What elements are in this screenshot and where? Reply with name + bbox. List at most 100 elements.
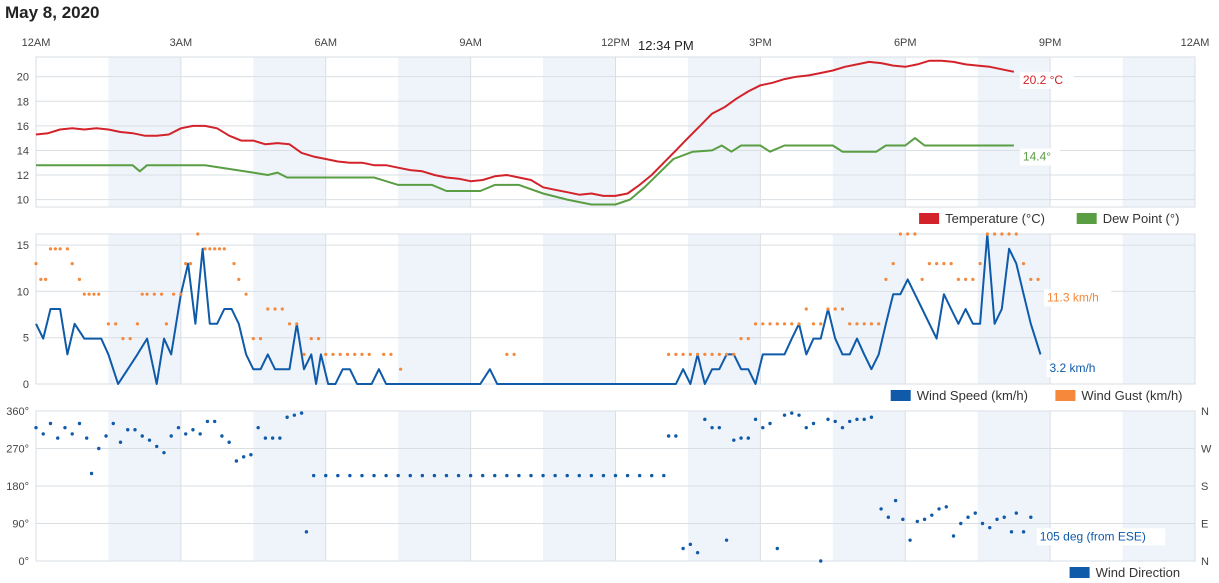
wind_direction-point [625, 473, 630, 478]
wind_direction-point [408, 473, 412, 478]
wind_gust-point [237, 277, 241, 281]
wind_gust-point [906, 232, 910, 236]
wind_direction-point [140, 434, 144, 438]
wind_direction-point [819, 559, 823, 563]
wind_direction-point [601, 473, 606, 478]
wind_gust-point [1007, 232, 1011, 236]
wind_gust-point [172, 292, 176, 296]
wind_gust-point [761, 322, 765, 326]
wind_direction-point [879, 507, 883, 511]
wind_direction-point [34, 425, 38, 430]
x-tick-label: 6PM [894, 37, 917, 49]
wind_gust-point [833, 307, 837, 311]
temperature-panel: 10 12 14 16 18 20 20.2 °C 14.4° 12:34 PM Dew Poin… [17, 36, 1196, 226]
x-tick-label: 9PM [1039, 37, 1062, 49]
wind_gust-point [732, 352, 736, 356]
y-tick-label: 5 [23, 333, 29, 345]
hour-band [398, 234, 471, 384]
wind_direction-point [826, 417, 830, 422]
wind_gust-point [353, 352, 357, 356]
wind_gust-point [746, 337, 750, 341]
wind_direction-point [480, 473, 485, 478]
x-tick-label: 6AM [314, 37, 337, 49]
y-tick-label: 90° [12, 519, 29, 531]
wind_gust-point [775, 322, 779, 326]
wind_gust-point [942, 262, 946, 266]
wind_direction-point [263, 436, 268, 440]
wind_direction-point [468, 473, 473, 478]
wind_direction-point [97, 446, 101, 451]
wind_direction-point [1002, 515, 1006, 519]
wind_direction-point [855, 417, 859, 422]
y-tick-label: 270° [6, 444, 29, 456]
wind_direction-point [695, 550, 700, 555]
wind_direction-panel: 0° N 90° E 180° S 270° W 360° N 105 deg (from ESE)… [6, 406, 1212, 580]
wind_direction-point [577, 473, 581, 478]
wind_gust-point [159, 292, 164, 296]
wind_gust-point [87, 292, 91, 296]
wind_direction-point [703, 417, 707, 422]
wind_direction-point [944, 505, 948, 509]
wind_direction-point [227, 440, 231, 444]
wind_direction-point [541, 473, 545, 478]
wind_direction-point [348, 473, 352, 478]
current-value-label: 11.3 km/h [1047, 290, 1099, 304]
wind_gust-point [222, 247, 226, 251]
wind_gust-point [188, 262, 193, 266]
wind_gust-point [848, 322, 852, 326]
wind_direction-point [662, 473, 666, 478]
wind_gust-point [695, 352, 700, 356]
wind_direction-point [674, 434, 678, 438]
hour-band [543, 234, 616, 384]
wind_gust-point [203, 247, 207, 251]
wind_gust-point [505, 352, 509, 356]
wind_direction-point [285, 415, 289, 419]
hour-band [108, 234, 181, 384]
legend-swatch [1069, 567, 1090, 578]
wind_gust-point [53, 247, 57, 251]
wind_gust-point [135, 322, 140, 326]
wind_gust-point [935, 262, 939, 266]
wind_gust-point [898, 232, 903, 236]
hour-band [832, 234, 906, 384]
y-tick-label: 20 [17, 72, 29, 84]
y-tick-label-right: N [1201, 406, 1209, 418]
wind_gust-point [681, 352, 685, 356]
wind_direction-point [184, 432, 188, 436]
y-tick-label-right: N [1201, 556, 1209, 568]
y-tick-label-right: W [1201, 444, 1212, 456]
wind_direction-point [650, 473, 654, 478]
wind_direction-point [688, 542, 693, 547]
wind_direction-point [234, 459, 239, 463]
wind_gust-point [971, 277, 975, 281]
wind_gust-point [77, 277, 82, 281]
current-value-label: 20.2 °C [1023, 73, 1063, 87]
wind_gust-point [688, 352, 692, 356]
wind_gust-point [244, 292, 248, 296]
wind_gust-point [97, 292, 101, 296]
wind_gust-point [196, 232, 200, 236]
wind_direction-point [848, 419, 852, 424]
wind_direction-point [70, 432, 74, 436]
wind_gust-point [114, 322, 118, 326]
plot-frame [35, 410, 1196, 562]
x-tick-label: 12PM [601, 37, 630, 49]
wind_direction-point [797, 413, 801, 417]
wind_gust-point [739, 337, 743, 341]
wind_direction-point [324, 473, 328, 478]
now-label-bg [635, 36, 704, 54]
wind_gust-point [790, 322, 794, 326]
wind_gust-point [717, 352, 721, 356]
wind_direction-point [951, 534, 956, 538]
wind_direction-point [811, 421, 816, 426]
wind_gust-point [862, 322, 866, 326]
wind_direction-point [980, 521, 985, 526]
wind_direction-point [681, 546, 685, 551]
wind_gust-point [287, 322, 292, 326]
current-value-bg [1046, 360, 1107, 377]
wind_direction-point [396, 473, 400, 478]
hour-band [1122, 234, 1195, 384]
y-tick-label: 14 [17, 145, 29, 157]
wind_gust-point [855, 322, 859, 326]
y-tick-label: 0 [23, 379, 29, 391]
